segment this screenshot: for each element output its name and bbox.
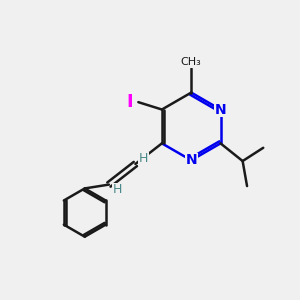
Text: N: N [185, 153, 197, 167]
Text: N: N [215, 103, 226, 116]
Text: H: H [113, 183, 122, 196]
Text: CH₃: CH₃ [181, 57, 202, 67]
Text: H: H [139, 152, 148, 165]
Text: I: I [127, 93, 134, 111]
